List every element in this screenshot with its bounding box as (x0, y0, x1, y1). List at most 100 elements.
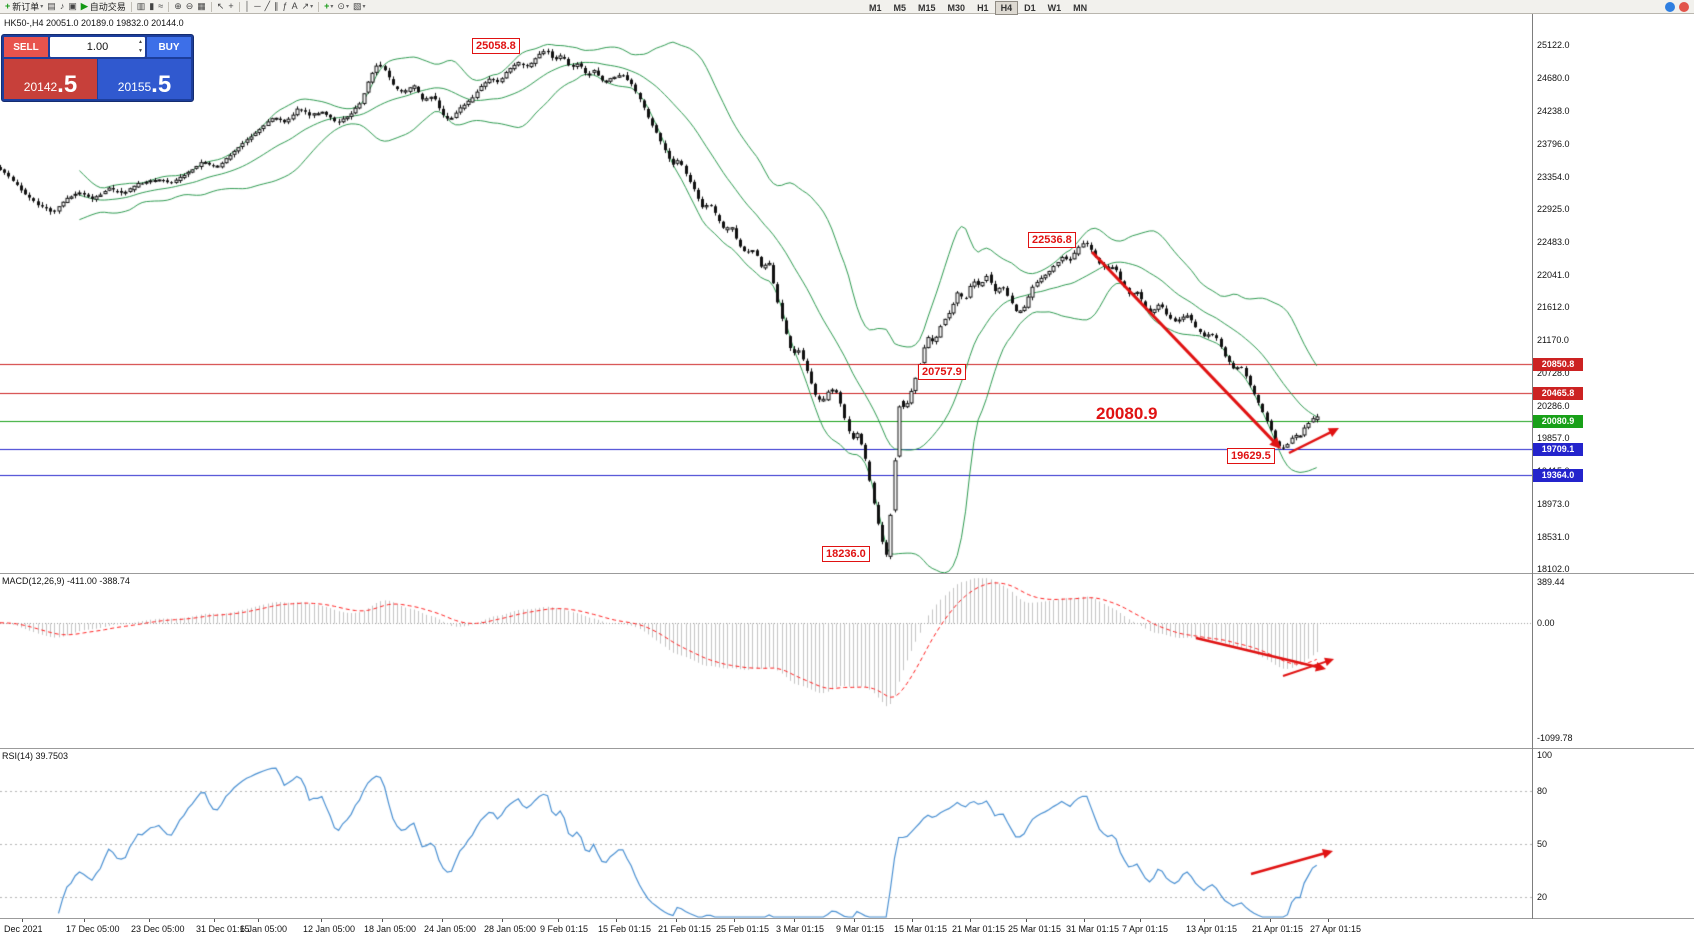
rsi-axis-label: 80 (1537, 785, 1548, 796)
rsi-indicator-canvas[interactable] (0, 749, 1532, 919)
buy-button[interactable]: BUY (147, 37, 191, 57)
time-axis-label: 18 Jan 05:00 (364, 924, 417, 934)
toolbar-separator (168, 1, 170, 12)
timeframe-w1[interactable]: W1 (1047, 3, 1062, 13)
tile-windows-icon: ▦ (197, 1, 206, 11)
timeframe-mn[interactable]: MN (1073, 3, 1088, 13)
community-icon[interactable] (1679, 2, 1689, 12)
timeframe-d1[interactable]: D1 (1024, 3, 1036, 13)
arrow-objects-button[interactable]: ↗ ▾ (300, 0, 316, 13)
macd-axis-label: 389.44 (1537, 577, 1565, 587)
horizontal-line-button[interactable]: ─ (252, 0, 262, 13)
time-axis[interactable]: Dec 2021 17 Dec 05:00 23 Dec 05:00 31 Dec 0… (0, 919, 1694, 938)
timeframe-m15[interactable]: M15 (918, 3, 936, 13)
price-level-tag: 20080.9 (1533, 415, 1583, 429)
time-axis-tick (1270, 919, 1271, 922)
rsi-indicator-label: RSI(14) 39.7503 (2, 751, 69, 761)
volume-value[interactable]: 1.00 (86, 41, 109, 53)
sell-button[interactable]: SELL (4, 37, 48, 57)
fibonacci-icon: ƒ (282, 1, 288, 11)
dropdown-caret-icon: ▾ (330, 4, 334, 10)
timeframe-m30[interactable]: M30 (947, 3, 966, 13)
market-watch-button[interactable]: ▤ (45, 0, 58, 13)
line-chart-mode-button[interactable]: ≈ (156, 0, 165, 13)
quote-panel-prices: 20142.5 20155.5 (4, 59, 191, 99)
autotrading-button[interactable]: ▶ 自动交易 (79, 0, 128, 13)
time-axis-tick (22, 919, 23, 922)
candlestick-mode-button[interactable]: ▮ (147, 0, 156, 13)
time-axis-label: 13 Apr 01:15 (1186, 924, 1238, 934)
bar-chart-mode-button[interactable]: ▥ (135, 0, 148, 13)
time-axis-label: 25 Mar 01:15 (1008, 924, 1062, 934)
timeframe-group: M1 M5 M15 M30 H1 H4 D1 W1 MN (863, 1, 1093, 15)
alerts-icon: ♪ (59, 1, 65, 11)
buy-price[interactable]: 20155.5 (98, 59, 191, 99)
time-axis-tick (1140, 919, 1141, 922)
fibonacci-button[interactable]: ƒ (281, 0, 290, 13)
time-axis-label: 7 Apr 01:15 (1122, 924, 1169, 934)
channel-button[interactable]: ∥ (272, 0, 281, 13)
cursor-icon: ↖ (216, 1, 225, 11)
time-axis-label: 3 Mar 01:15 (776, 924, 825, 934)
rsi-axis-label: 20 (1537, 892, 1548, 902)
time-axis-tick (616, 919, 617, 922)
spinner-up-icon[interactable]: ▲ (138, 39, 143, 45)
time-axis-tick (382, 919, 383, 922)
crosshair-button[interactable]: + (226, 0, 235, 13)
zoom-out-icon: ⊖ (185, 1, 194, 11)
price-axis-label: 23354.0 (1537, 171, 1570, 182)
zoom-out-button[interactable]: ⊖ (184, 0, 196, 13)
price-axis-label: 25122.0 (1537, 40, 1570, 50)
price-axis-label: 18973.0 (1537, 498, 1570, 509)
panel-splitter[interactable] (0, 573, 1694, 574)
panel-splitter[interactable] (0, 918, 1694, 919)
price-chart-canvas[interactable] (0, 15, 1532, 573)
tile-windows-button[interactable]: ▦ (195, 0, 208, 13)
timeframe-h1[interactable]: H1 (977, 3, 989, 13)
panel-splitter[interactable] (0, 748, 1694, 749)
volume-input[interactable]: 1.00 ▲ ▼ (50, 37, 145, 57)
sell-price[interactable]: 20142.5 (4, 59, 97, 99)
timeframe-m5[interactable]: M5 (893, 3, 907, 13)
time-axis-tick (1026, 919, 1027, 922)
time-axis-tick (321, 919, 322, 922)
add-indicator-button[interactable]: + ▾ (322, 0, 335, 13)
time-axis-tick (214, 919, 215, 922)
buy-price-frac: .5 (151, 71, 172, 98)
macd-indicator-canvas[interactable] (0, 574, 1532, 748)
template-icon: ▧ (352, 1, 362, 11)
volume-spinner[interactable]: ▲ ▼ (138, 38, 143, 56)
mailbox-button[interactable]: ▣ (66, 0, 79, 13)
time-axis-tick (794, 919, 795, 922)
alerts-button[interactable]: ♪ (58, 0, 67, 13)
buy-price-main: 20155 (117, 80, 152, 94)
timeframe-m1[interactable]: M1 (869, 3, 882, 13)
periods-button[interactable]: ⊙ ▾ (335, 0, 351, 13)
cursor-button[interactable]: ↖ (215, 0, 227, 13)
templates-button[interactable]: ▧ ▾ (351, 0, 368, 13)
mailbox-icon: ▣ (68, 1, 77, 11)
add-indicator-icon: + (324, 1, 330, 11)
time-axis-label: 15 Feb 01:15 (598, 924, 652, 934)
arrow-objects-icon: ↗ (301, 1, 310, 11)
time-axis-tick (676, 919, 677, 922)
price-annotation: 25058.8 (472, 38, 520, 54)
spinner-down-icon[interactable]: ▼ (138, 48, 143, 54)
dropdown-caret-icon: ▾ (40, 4, 44, 10)
search-icon[interactable] (1665, 2, 1675, 12)
timeframe-h4[interactable]: H4 (994, 1, 1019, 15)
price-axis-label: 24238.0 (1537, 105, 1570, 116)
vertical-line-button[interactable]: │ (243, 0, 253, 13)
toolbar-separator (238, 1, 240, 12)
zoom-in-button[interactable]: ⊕ (172, 0, 184, 13)
text-label-button[interactable]: A (290, 0, 300, 13)
new-order-button[interactable]: + 新订单 ▾ (3, 0, 45, 13)
trendline-button[interactable]: ╱ (263, 0, 272, 13)
price-annotation: 22536.8 (1028, 232, 1076, 248)
candlestick-icon: ▮ (149, 1, 155, 11)
macd-axis-label: -1099.78 (1537, 733, 1573, 743)
zoom-in-icon: ⊕ (174, 1, 182, 11)
line-chart-icon: ≈ (158, 1, 164, 11)
toolbar: + 新订单 ▾ ▤ ♪ ▣ ▶ 自动交易 ▥ ▮ ≈ ⊕ ⊖ ▦ ↖ + │ ─ ╱ ∥ ƒ A ↗ ▾ + ▾ ⊙ ▾ ▧ ▾ M1 M5… (0, 0, 1694, 15)
rsi-axis-label: 50 (1537, 838, 1548, 849)
